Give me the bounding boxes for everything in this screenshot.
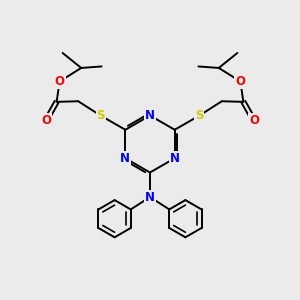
Text: O: O <box>236 75 245 88</box>
Text: N: N <box>120 152 130 165</box>
Text: N: N <box>170 152 180 165</box>
Text: N: N <box>145 190 155 204</box>
Text: O: O <box>55 75 64 88</box>
Text: N: N <box>145 109 155 122</box>
Text: S: S <box>195 109 203 122</box>
Text: S: S <box>97 109 105 122</box>
Text: O: O <box>249 114 259 127</box>
Text: O: O <box>41 114 51 127</box>
